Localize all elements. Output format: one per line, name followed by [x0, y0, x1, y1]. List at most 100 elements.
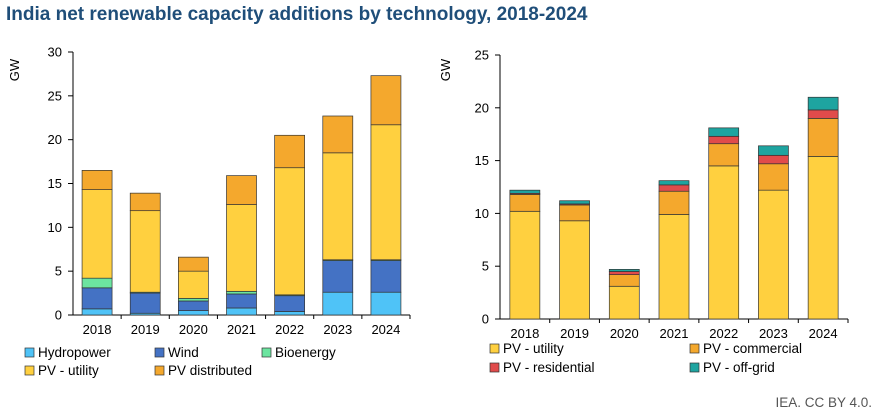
- chart1-legend-swatch: [24, 347, 35, 358]
- chart-title: India net renewable capacity additions b…: [6, 4, 588, 25]
- chart1-bar-hydropower-2020: [178, 310, 209, 316]
- chart1-bar-pv-distributed-2021: [226, 175, 257, 205]
- chart2-bar-pv-utility-2023: [758, 189, 789, 320]
- chart2-legend-label: PV - off-grid: [703, 360, 775, 375]
- chart1-ytick-label: 25: [48, 88, 62, 103]
- chart2-xtick-label: 2018: [510, 326, 539, 341]
- chart2-xtick-label: 2021: [660, 326, 689, 341]
- chart1-xtick-label: 2022: [275, 322, 304, 337]
- chart1-bar-pv-utility-2018: [81, 189, 113, 279]
- chart1-ytick-label: 10: [48, 220, 62, 235]
- chart1-bar-pv-distributed-2018: [81, 170, 113, 190]
- chart1-bar-wind-2024: [370, 260, 402, 293]
- chart2-bar-pv-off-grid-2024: [807, 96, 839, 111]
- chart2-xtick-label: 2020: [610, 326, 639, 341]
- chart1-bar-wind-2022: [274, 295, 305, 312]
- chart1-legend-swatch: [24, 365, 35, 376]
- chart1-bar-bioenergy-2021: [226, 290, 257, 295]
- chart1-ytick-label: 5: [55, 264, 62, 279]
- chart2-bar-pv-residential-2023: [758, 154, 789, 165]
- chart2-ylabel: GW: [438, 58, 453, 81]
- chart2-bar-pv-utility-2020: [608, 285, 640, 320]
- chart1-ytick-label: 30: [48, 45, 62, 60]
- chart2-xtick-label: 2024: [809, 326, 838, 341]
- chart2-xtick-label: 2019: [560, 326, 589, 341]
- chart1-ylabel: GW: [7, 58, 22, 81]
- chart1-bar-pv-utility-2022: [274, 167, 305, 296]
- chart1-ytick-label: 15: [48, 176, 62, 191]
- chart2-bar-pv-commercial-2019: [559, 204, 590, 222]
- chart1-bar-wind-2021: [226, 293, 257, 309]
- chart2-ytick-label: 20: [475, 100, 489, 115]
- chart2-legend-label: PV - residential: [503, 360, 595, 375]
- chart1-legend-label: PV distributed: [168, 363, 252, 378]
- chart1-bar-pv-distributed-2020: [178, 256, 209, 272]
- chart1-bar-pv-distributed-2019: [129, 192, 161, 212]
- chart2-bar-pv-off-grid-2023: [758, 145, 789, 156]
- chart2-bar-pv-commercial-2018: [509, 194, 541, 212]
- chart1-bar-pv-distributed-2022: [274, 134, 305, 169]
- chart1-bar-wind-2020: [178, 300, 209, 311]
- chart1-legend-swatch: [154, 347, 165, 358]
- chart1-ytick-label: 20: [48, 132, 62, 147]
- chart1-bar-hydropower-2022: [274, 311, 305, 316]
- chart1-bar-pv-distributed-2023: [322, 115, 354, 154]
- chart1-xtick-label: 2023: [323, 322, 352, 337]
- chart2-bar-pv-commercial-2020: [608, 274, 640, 287]
- chart2-ytick-label: 15: [475, 153, 489, 168]
- chart1-bar-wind-2019: [129, 292, 161, 314]
- chart1-xtick-label: 2018: [83, 322, 112, 337]
- chart2-legend-label: PV - commercial: [703, 341, 802, 356]
- chart1-bar-pv-utility-2021: [226, 204, 257, 292]
- chart2-bar-pv-residential-2020: [608, 271, 640, 275]
- chart2-bar-pv-residential-2021: [658, 184, 690, 192]
- chart1-legend-swatch: [261, 347, 272, 358]
- chart2-bar-pv-off-grid-2020: [608, 269, 640, 272]
- chart2-ytick-label: 0: [482, 312, 489, 327]
- chart1-legend-label: Bioenergy: [275, 345, 336, 360]
- chart2-legend-label: PV - utility: [503, 341, 564, 356]
- chart2-ytick-label: 25: [475, 48, 489, 63]
- chart2-legend-swatch: [489, 343, 500, 354]
- chart2-xtick-label: 2023: [759, 326, 788, 341]
- chart1-bar-bioenergy-2018: [81, 277, 113, 289]
- chart1-bar-pv-utility-2020: [178, 270, 209, 299]
- chart2-bar-pv-utility-2024: [807, 156, 839, 320]
- chart1-legend-label: Hydropower: [38, 345, 111, 360]
- chart1-xtick-label: 2024: [371, 322, 400, 337]
- chart1-xtick-label: 2019: [131, 322, 160, 337]
- chart2-bar-pv-off-grid-2019: [559, 200, 590, 205]
- chart2-legend-swatch: [689, 343, 700, 354]
- chart2-bar-pv-commercial-2022: [708, 143, 740, 167]
- chart2-bar-pv-off-grid-2018: [509, 189, 541, 194]
- chart1-bar-wind-2023: [322, 260, 354, 293]
- chart2-bar-pv-commercial-2021: [658, 190, 690, 215]
- chart2-bar-pv-commercial-2024: [807, 118, 839, 157]
- chart1-bar-hydropower-2021: [226, 307, 257, 316]
- chart1-bar-pv-utility-2024: [370, 124, 402, 261]
- chart2-legend-swatch: [689, 362, 700, 373]
- chart1-xtick-label: 2020: [179, 322, 208, 337]
- chart1-legend-label: Wind: [168, 345, 199, 360]
- chart1-bar-pv-utility-2023: [322, 152, 354, 261]
- chart1-bar-hydropower-2024: [370, 291, 402, 316]
- chart2-bar-pv-utility-2018: [509, 210, 541, 320]
- chart2-bar-pv-off-grid-2022: [708, 127, 740, 137]
- chart2-bar-pv-utility-2019: [559, 220, 590, 320]
- chart2-bar-pv-commercial-2023: [758, 163, 789, 191]
- credit-text: IEA. CC BY 4.0.: [775, 395, 872, 410]
- chart1-bar-bioenergy-2020: [178, 297, 209, 302]
- chart1-bar-hydropower-2023: [322, 291, 354, 316]
- chart1-bar-wind-2018: [81, 287, 113, 310]
- chart2-ytick-label: 10: [475, 206, 489, 221]
- chart1-legend-label: PV - utility: [38, 363, 99, 378]
- chart2-xtick-label: 2022: [709, 326, 738, 341]
- chart2-ytick-label: 5: [482, 259, 489, 274]
- chart1-xtick-label: 2021: [227, 322, 256, 337]
- chart1-ytick-label: 0: [55, 308, 62, 323]
- chart1-bar-hydropower-2018: [81, 308, 113, 316]
- chart2-bar-pv-off-grid-2021: [658, 180, 690, 186]
- chart2-bar-pv-utility-2022: [708, 165, 740, 320]
- chart2-legend-swatch: [489, 362, 500, 373]
